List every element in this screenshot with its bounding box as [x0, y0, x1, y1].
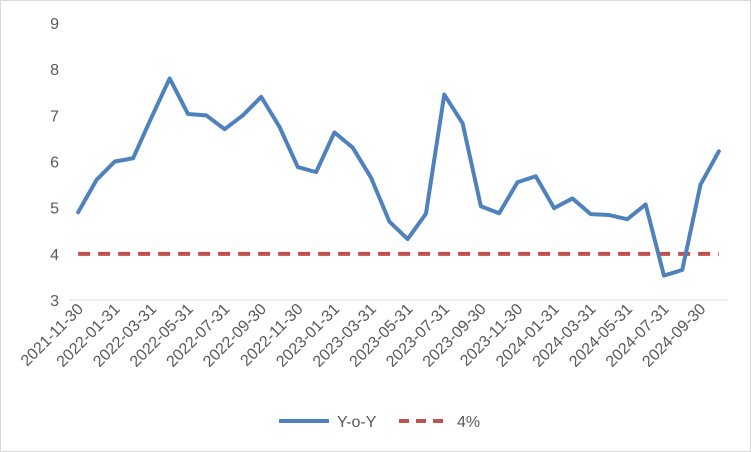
y-tick-label: 3 [50, 293, 59, 310]
y-tick-label: 9 [50, 16, 59, 33]
legend-label: 4% [457, 414, 480, 431]
y-tick-label: 5 [50, 201, 59, 218]
y-tick-label: 4 [50, 247, 59, 264]
x-axis: 2021-11-302022-01-312022-03-312022-05-31… [18, 299, 728, 371]
y-tick-label: 7 [50, 108, 59, 125]
legend: Y-o-Y 4% [279, 414, 480, 431]
series-layer [76, 76, 721, 278]
legend-label: Y-o-Y [337, 414, 377, 431]
series-line-yoy [76, 76, 721, 278]
y-tick-label: 6 [50, 155, 59, 172]
y-axis: 3 4 5 6 7 8 9 [50, 16, 59, 310]
y-tick-label: 8 [50, 62, 59, 79]
